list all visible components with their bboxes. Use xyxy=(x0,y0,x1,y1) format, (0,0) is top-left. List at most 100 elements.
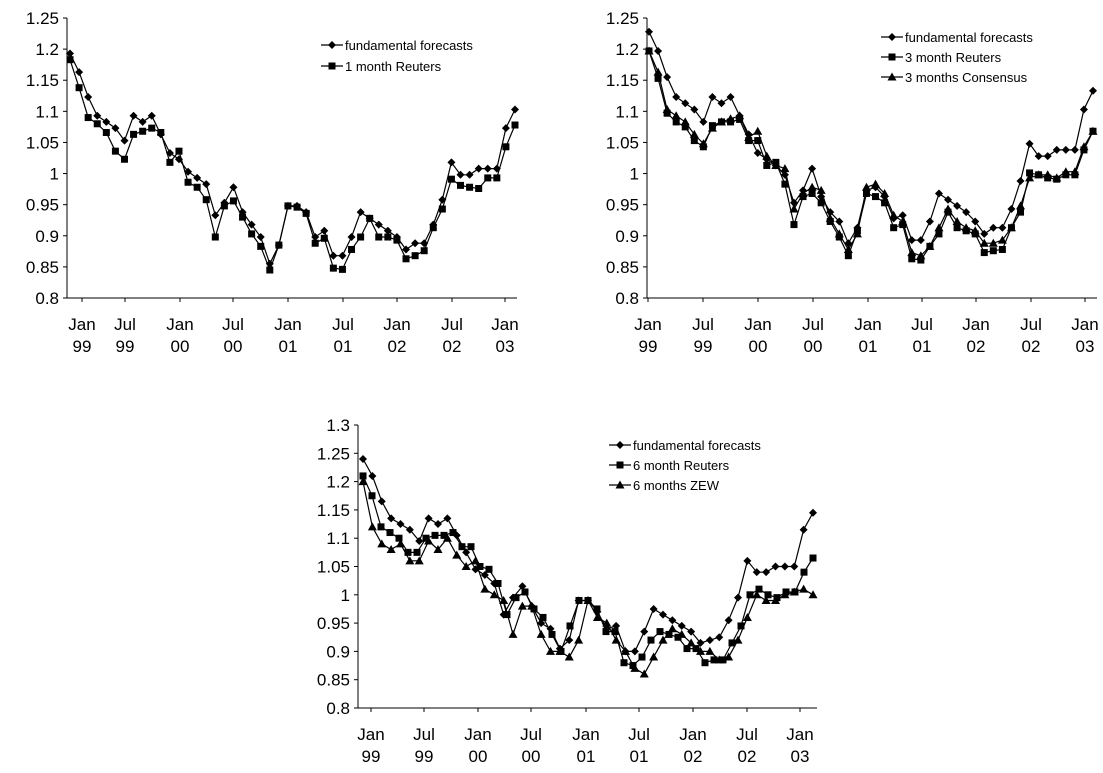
data-point xyxy=(476,563,484,570)
data-point xyxy=(414,556,424,565)
data-point xyxy=(466,183,474,191)
data-point xyxy=(689,129,699,138)
data-point xyxy=(517,601,527,610)
data-point xyxy=(701,659,709,667)
data-point xyxy=(129,111,138,120)
y-tick-label: 1.15 xyxy=(317,501,350,520)
data-point xyxy=(1043,170,1053,179)
data-point xyxy=(705,646,715,655)
data-point xyxy=(698,139,708,148)
y-tick-label: 0.95 xyxy=(317,614,350,633)
data-point xyxy=(1017,208,1025,216)
data-point xyxy=(644,46,654,55)
data-point xyxy=(202,180,211,189)
data-point xyxy=(442,533,452,542)
data-point xyxy=(501,124,510,133)
data-point xyxy=(424,514,433,523)
data-point xyxy=(377,539,387,548)
legend-entry: 1 month Reuters xyxy=(321,59,442,74)
series-3-month-reuters xyxy=(645,47,1097,264)
data-point xyxy=(764,591,772,599)
x-tick-label: Jan 00 xyxy=(464,725,491,766)
data-point xyxy=(480,570,489,579)
data-point xyxy=(247,220,256,229)
data-point xyxy=(799,584,809,593)
data-point xyxy=(329,264,337,272)
data-point xyxy=(692,645,700,653)
data-point xyxy=(494,579,502,587)
data-point xyxy=(724,616,733,625)
data-point xyxy=(809,508,817,517)
data-point xyxy=(374,220,383,229)
data-point xyxy=(799,525,808,534)
data-point xyxy=(871,179,881,188)
data-point xyxy=(714,655,724,664)
data-point xyxy=(789,204,799,213)
data-point xyxy=(293,203,301,211)
data-point xyxy=(800,568,808,576)
data-point xyxy=(1034,152,1043,161)
data-point xyxy=(1043,152,1052,161)
data-point xyxy=(656,628,664,636)
data-point xyxy=(348,245,356,253)
data-point xyxy=(555,646,565,655)
data-point xyxy=(716,117,726,126)
x-tick-label: Jan 02 xyxy=(383,315,410,356)
x-tick-label: Jan 00 xyxy=(744,315,771,356)
data-point xyxy=(402,255,410,263)
data-point xyxy=(1006,223,1016,232)
chart-6-month-forecasts: 0.8 0.85 0.9 0.95 1 1.05 1.1 1.15 1.2 1.25 1.3 Jan 9… xyxy=(317,416,818,766)
data-point xyxy=(662,104,672,113)
data-point xyxy=(743,556,752,565)
y-tick-label: 1.2 xyxy=(615,40,639,59)
data-point xyxy=(630,663,640,672)
data-point xyxy=(518,582,527,591)
x-tick-label: Jul 02 xyxy=(441,315,463,356)
data-point xyxy=(431,531,439,539)
data-point xyxy=(465,170,474,179)
y-tick-label: 1.2 xyxy=(35,40,59,59)
legend-marker xyxy=(888,33,896,41)
data-point xyxy=(1070,167,1080,176)
data-point xyxy=(102,117,111,126)
data-point xyxy=(593,605,601,613)
data-point xyxy=(825,213,835,222)
data-point xyxy=(139,127,147,135)
series-line xyxy=(362,475,814,667)
data-point xyxy=(367,522,377,531)
data-point xyxy=(405,556,415,565)
data-point xyxy=(405,525,414,534)
chart-1-month-reuters: 0.8 0.85 0.9 0.95 1 1.05 1.1 1.15 1.2 1.25 Jan 99 Ju… xyxy=(26,9,519,356)
data-point xyxy=(612,621,621,630)
data-point xyxy=(320,234,328,242)
data-point xyxy=(239,213,247,221)
data-point xyxy=(120,155,128,163)
data-point xyxy=(386,529,394,537)
data-point xyxy=(1025,139,1034,148)
data-point xyxy=(752,568,761,577)
data-point xyxy=(989,223,998,232)
data-point xyxy=(672,93,681,102)
legend-label: 3 month Reuters xyxy=(905,50,1002,65)
data-point xyxy=(943,204,953,213)
x-tick-label: Jul 01 xyxy=(911,315,933,356)
data-point xyxy=(447,175,455,183)
data-point xyxy=(546,646,555,655)
data-point xyxy=(816,185,826,194)
y-tick-label: 1.25 xyxy=(317,444,350,463)
data-point xyxy=(449,529,457,537)
data-point xyxy=(659,610,667,619)
data-point xyxy=(275,241,283,249)
data-point xyxy=(843,244,853,253)
legend-entry: 6 month Reuters xyxy=(609,458,730,473)
data-point xyxy=(773,594,781,602)
legend-entry: 3 month Reuters xyxy=(881,50,1002,65)
data-point xyxy=(368,492,376,500)
data-point xyxy=(1052,173,1062,182)
data-point xyxy=(111,147,119,155)
data-point xyxy=(347,233,356,242)
data-point xyxy=(120,136,129,145)
data-point xyxy=(844,252,852,260)
data-point xyxy=(511,105,519,114)
series-fundamental-forecasts xyxy=(359,454,817,656)
